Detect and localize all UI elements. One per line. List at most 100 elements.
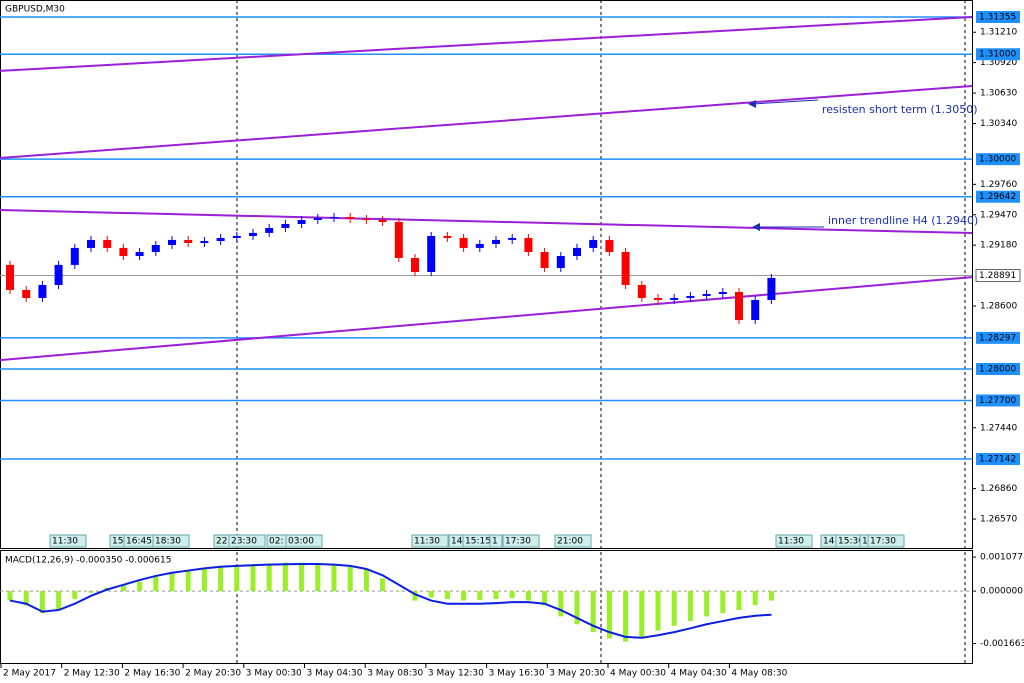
candle — [573, 247, 581, 257]
macd-bar — [380, 578, 386, 592]
level-label: 1.31355 — [979, 12, 1016, 22]
candle — [6, 264, 14, 291]
arrow-head — [752, 223, 760, 231]
annotation: resisten short term (1.3050) — [822, 103, 978, 116]
candle — [135, 252, 144, 257]
candle — [378, 220, 387, 223]
y-tick-label: 1.26570 — [980, 515, 1017, 525]
time-marker: 15:30 — [838, 537, 864, 547]
level-label: 1.27700 — [979, 396, 1016, 406]
time-marker-box — [285, 534, 323, 548]
time-marker: 1 — [492, 537, 498, 547]
level-box — [976, 453, 1020, 466]
candle — [103, 239, 112, 248]
macd-bar — [736, 591, 742, 611]
time-marker: 14: — [451, 537, 465, 547]
time-marker: 14: — [823, 537, 837, 547]
time-marker: 17:30 — [870, 537, 896, 547]
macd-bar — [137, 581, 143, 592]
level-box — [976, 190, 1020, 203]
candle — [492, 239, 500, 244]
macd-bar — [671, 591, 677, 626]
chart-title: GBPUSD,M30 — [5, 5, 65, 15]
level-label: 1.30000 — [979, 155, 1016, 165]
macd-bar — [218, 566, 224, 592]
time-marker: 23:30 — [231, 537, 257, 547]
macd-bar — [428, 591, 434, 598]
candle — [281, 224, 290, 228]
candle — [200, 241, 209, 243]
y-tick-label: 1.29760 — [980, 180, 1017, 190]
annotation: inner trendline H4 (1.2940) — [828, 214, 978, 227]
current-price-label: 1.28891 — [979, 271, 1016, 281]
y-tick-label: 0.000000 — [980, 587, 1023, 597]
level-label: 1.29642 — [979, 192, 1016, 202]
x-tick-label: 4 May 08:30 — [731, 669, 787, 679]
time-marker: 02: — [269, 537, 283, 547]
macd-bar — [120, 584, 126, 592]
macd-bar — [623, 591, 629, 642]
candle — [313, 218, 322, 221]
candle — [38, 284, 47, 298]
macd-bar — [185, 570, 191, 592]
macd-bar — [234, 565, 240, 592]
annotation-arrow — [751, 99, 819, 105]
candle — [654, 297, 662, 300]
x-tick-label: 2 May 12:30 — [64, 669, 120, 679]
candle — [411, 257, 419, 272]
time-marker: 18:30 — [155, 537, 181, 547]
time-marker-box — [554, 534, 592, 548]
macd-bar — [493, 591, 499, 599]
time-marker-box — [411, 534, 449, 548]
macd-bar — [687, 591, 693, 622]
time-marker-box — [152, 534, 190, 548]
level-box — [976, 331, 1020, 344]
y-tick-label: 1.29180 — [980, 241, 1017, 251]
macd-bar — [56, 591, 62, 611]
candle — [216, 237, 225, 242]
time-marker: 15: — [112, 537, 126, 547]
candle — [184, 239, 193, 243]
candle — [54, 264, 63, 285]
current-price-box — [975, 269, 1021, 283]
price-frame — [0, 0, 973, 549]
candle — [22, 290, 31, 298]
macd-bar — [266, 563, 272, 592]
level-box — [976, 363, 1020, 376]
x-tick-label: 2 May 20:30 — [185, 669, 241, 679]
candle — [767, 277, 776, 300]
time-marker: 16:45 — [126, 537, 152, 547]
time-marker-box — [49, 534, 87, 548]
y-tick-label: 1.30630 — [980, 89, 1017, 99]
x-tick-label: 3 May 00:30 — [246, 669, 302, 679]
macd-bar — [396, 591, 402, 592]
candle — [670, 297, 679, 300]
macd-bar — [509, 591, 515, 599]
macd-bar — [331, 564, 337, 592]
macd-bar — [299, 562, 305, 592]
candle — [151, 244, 160, 253]
y-tick-label: 1.30920 — [980, 58, 1017, 68]
x-tick-label: 3 May 12:30 — [428, 669, 484, 679]
candle — [249, 232, 257, 236]
macd-bar — [574, 591, 580, 625]
macd-bar — [282, 562, 288, 592]
candle — [751, 299, 760, 321]
x-tick-label: 2 May 16:30 — [124, 669, 180, 679]
macd-bar — [88, 591, 94, 593]
candle — [605, 239, 614, 253]
candle — [735, 291, 743, 321]
macd-bar — [606, 591, 612, 639]
time-marker-box — [489, 534, 503, 548]
candle — [686, 295, 695, 298]
candle — [87, 239, 95, 248]
macd-bar — [704, 591, 710, 617]
trendline — [0, 85, 973, 160]
y-tick-label: 1.29470 — [980, 210, 1017, 220]
candle — [330, 216, 338, 219]
candle — [168, 239, 176, 245]
x-tick-label: 3 May 04:30 — [307, 669, 363, 679]
trendline — [0, 276, 973, 362]
trendline — [0, 209, 973, 235]
candle — [265, 227, 274, 233]
